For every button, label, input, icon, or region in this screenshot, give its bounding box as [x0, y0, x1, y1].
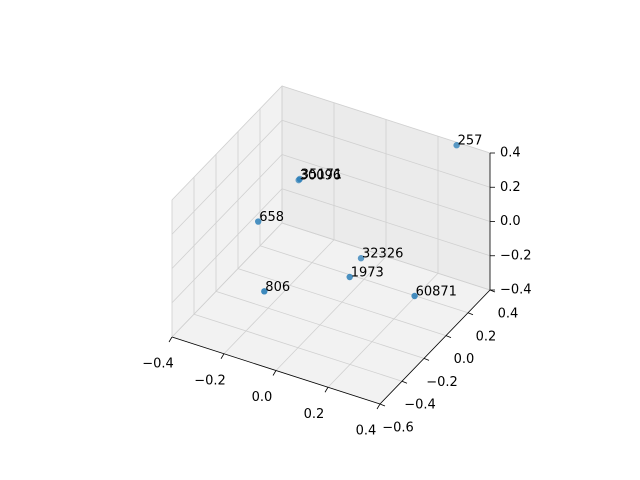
grid-line — [281, 119, 491, 188]
y-tick-label: 0.0 — [454, 352, 475, 367]
x-tick-label: −0.2 — [194, 373, 226, 388]
grid-line — [275, 256, 387, 371]
y-tick-label: −0.4 — [404, 398, 436, 413]
point — [346, 273, 353, 281]
grid-line — [237, 268, 447, 336]
tick-mark — [423, 358, 430, 361]
x-tick-label: 0.4 — [356, 424, 377, 439]
z-tick-label: 0.4 — [500, 146, 521, 161]
point-label: 1973 — [351, 265, 384, 280]
tick-mark — [168, 336, 173, 343]
grid-line — [171, 222, 283, 338]
z-tick-label: 0.2 — [500, 180, 521, 195]
point-label: 35171 — [301, 167, 342, 182]
grid-line — [171, 188, 283, 304]
grid-line — [171, 119, 283, 235]
x-tick-label: 0.2 — [304, 407, 325, 422]
x-tick-label: −0.4 — [142, 357, 174, 372]
grid-line — [327, 272, 439, 388]
tick-mark — [220, 353, 225, 359]
tick-mark — [272, 370, 277, 376]
z-tick-label: −0.4 — [500, 283, 532, 298]
x-axis — [171, 336, 381, 405]
grid-line — [281, 222, 491, 291]
grid-line — [215, 291, 425, 359]
point-label: 60871 — [416, 285, 457, 300]
grid-line — [171, 154, 283, 269]
point — [411, 292, 418, 300]
y-tick-label: 0.4 — [498, 307, 519, 322]
point-label: 30096 — [300, 169, 341, 184]
grid-line — [259, 245, 469, 314]
tick-mark — [467, 312, 474, 316]
y-tick-label: −0.2 — [426, 375, 458, 390]
point-label: 257 — [458, 134, 483, 149]
point — [453, 142, 460, 149]
point-label: 658 — [259, 210, 284, 225]
point — [255, 218, 262, 225]
x-tick-label: 0.0 — [252, 390, 273, 405]
tick-mark — [379, 403, 386, 407]
point — [295, 176, 302, 184]
grid-line — [281, 85, 491, 154]
y-tick-label: −0.6 — [382, 421, 414, 436]
tick-mark — [445, 335, 452, 338]
z-tick-label: 0.0 — [500, 214, 521, 229]
y-tick-label: 0.2 — [476, 329, 497, 344]
grid-line — [171, 85, 283, 201]
point — [357, 255, 365, 262]
grid-line — [281, 188, 491, 257]
grid-line — [193, 313, 403, 382]
point — [261, 288, 268, 295]
grid-line — [281, 154, 491, 222]
y-axis — [379, 289, 491, 405]
z-tick-label: −0.2 — [500, 248, 532, 263]
tick-mark — [376, 403, 381, 410]
grid-line — [223, 239, 335, 355]
point-label: 806 — [265, 280, 290, 295]
point-label: 32326 — [362, 247, 403, 262]
tick-mark — [324, 387, 329, 393]
tick-mark — [401, 380, 408, 384]
